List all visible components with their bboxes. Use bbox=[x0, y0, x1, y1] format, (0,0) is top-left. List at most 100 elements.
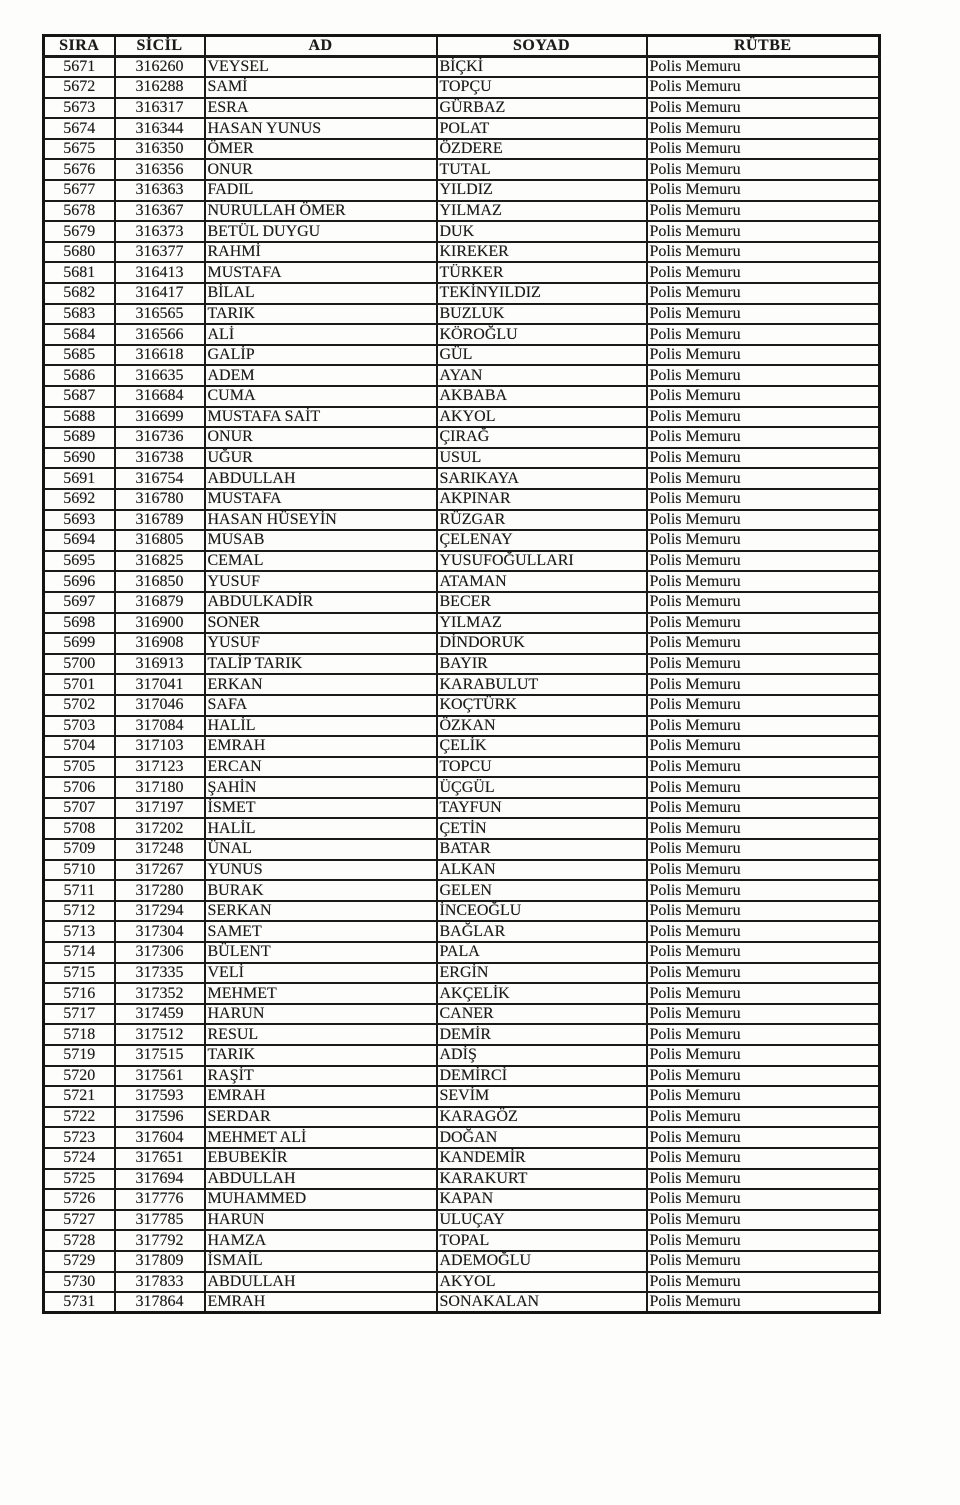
table-row: 5676 316356 ONUR TUTAL Polis Memuru bbox=[42, 158, 881, 182]
table-row: 5700 316913 TALİP TARIK BAYIR Polis Memuru bbox=[42, 652, 881, 676]
cell-sicil: 317306 bbox=[113, 941, 206, 964]
cell-rutbe: Polis Memuru bbox=[645, 611, 881, 635]
table-row: 5680 316377 RAHMİ KIREKER Polis Memuru bbox=[42, 240, 881, 264]
cell-soyad: ÇELENAY bbox=[435, 529, 648, 552]
cell-rutbe: Polis Memuru bbox=[645, 982, 881, 1005]
column-header-sira: SIRA bbox=[42, 34, 116, 58]
cell-rutbe: Polis Memuru bbox=[645, 1208, 881, 1232]
cell-sira: 5729 bbox=[42, 1249, 116, 1273]
cell-sicil: 316879 bbox=[113, 590, 206, 614]
cell-sicil: 316825 bbox=[113, 549, 206, 573]
cell-ad: GALİP bbox=[203, 343, 438, 367]
cell-sira: 5682 bbox=[42, 282, 116, 305]
cell-sicil: 316288 bbox=[113, 76, 206, 99]
table-row: 5689 316736 ONUR ÇIRAĞ Polis Memuru bbox=[42, 426, 881, 449]
cell-sira: 5730 bbox=[42, 1270, 116, 1294]
cell-rutbe: Polis Memuru bbox=[645, 508, 881, 532]
cell-soyad: POLAT bbox=[435, 117, 648, 140]
cell-rutbe: Polis Memuru bbox=[645, 1105, 881, 1129]
cell-rutbe: Polis Memuru bbox=[645, 199, 881, 223]
cell-ad: İSMET bbox=[203, 796, 438, 820]
table-row: 5677 316363 FADIL YILDIZ Polis Memuru bbox=[42, 179, 881, 202]
cell-sicil: 316684 bbox=[113, 385, 206, 408]
cell-sicil: 317776 bbox=[113, 1188, 206, 1211]
cell-soyad: TUTAL bbox=[435, 158, 648, 182]
cell-sicil: 317304 bbox=[113, 920, 206, 944]
cell-rutbe: Polis Memuru bbox=[645, 735, 881, 758]
table-row: 5671 316260 VEYSEL BİÇKİ Polis Memuru bbox=[42, 55, 881, 79]
cell-sira: 5724 bbox=[42, 1146, 116, 1170]
table-row: 5699 316908 YUSUF DİNDORUK Polis Memuru bbox=[42, 632, 881, 655]
cell-sicil: 316260 bbox=[113, 55, 206, 79]
cell-sira: 5691 bbox=[42, 467, 116, 490]
table-row: 5684 316566 ALİ KÖROĞLU Polis Memuru bbox=[42, 323, 881, 346]
column-header-ad: AD bbox=[203, 34, 438, 58]
table-row: 5702 317046 SAFA KOÇTÜRK Polis Memuru bbox=[42, 693, 881, 717]
cell-soyad: DUK bbox=[435, 220, 648, 243]
cell-sira: 5717 bbox=[42, 1002, 116, 1026]
cell-ad: MUSTAFA SAİT bbox=[203, 405, 438, 429]
table-row: 5730 317833 ABDULLAH AKYOL Polis Memuru bbox=[42, 1270, 881, 1294]
cell-ad: MUSAB bbox=[203, 529, 438, 552]
cell-sicil: 316566 bbox=[113, 323, 206, 346]
cell-ad: TALİP TARIK bbox=[203, 652, 438, 676]
cell-rutbe: Polis Memuru bbox=[645, 899, 881, 923]
cell-sira: 5680 bbox=[42, 240, 116, 264]
cell-rutbe: Polis Memuru bbox=[645, 426, 881, 449]
cell-sira: 5701 bbox=[42, 673, 116, 696]
cell-sira: 5703 bbox=[42, 714, 116, 738]
cell-sira: 5699 bbox=[42, 632, 116, 655]
cell-sira: 5707 bbox=[42, 796, 116, 820]
cell-soyad: AKPINAR bbox=[435, 487, 648, 511]
table-row: 5720 317561 RAŞİT DEMİRCİ Polis Memuru bbox=[42, 1064, 881, 1088]
cell-soyad: ÇIRAĞ bbox=[435, 426, 648, 449]
cell-ad: RAŞİT bbox=[203, 1064, 438, 1088]
table-row: 5686 316635 ADEM AYAN Polis Memuru bbox=[42, 364, 881, 387]
cell-ad: SONER bbox=[203, 611, 438, 635]
cell-soyad: USUL bbox=[435, 446, 648, 470]
table-header: SIRA SİCİL AD SOYAD RÜTBE bbox=[42, 34, 881, 58]
cell-sira: 5676 bbox=[42, 158, 116, 182]
cell-sira: 5705 bbox=[42, 755, 116, 779]
cell-sicil: 317041 bbox=[113, 673, 206, 696]
table-row: 5719 317515 TARIK ADİŞ Polis Memuru bbox=[42, 1044, 881, 1067]
cell-sicil: 317084 bbox=[113, 714, 206, 738]
cell-soyad: KANDEMİR bbox=[435, 1146, 648, 1170]
cell-sira: 5706 bbox=[42, 776, 116, 799]
table-row: 5701 317041 ERKAN KARABULUT Polis Memuru bbox=[42, 673, 881, 696]
cell-sira: 5673 bbox=[42, 96, 116, 120]
cell-sicil: 317459 bbox=[113, 1002, 206, 1026]
cell-soyad: YUSUFOĞULLARI bbox=[435, 549, 648, 573]
cell-soyad: YILMAZ bbox=[435, 611, 648, 635]
table-row: 5713 317304 SAMET BAĞLAR Polis Memuru bbox=[42, 920, 881, 944]
cell-sicil: 316738 bbox=[113, 446, 206, 470]
cell-ad: ABDULLAH bbox=[203, 1167, 438, 1191]
cell-sira: 5681 bbox=[42, 261, 116, 285]
table-row: 5674 316344 HASAN YUNUS POLAT Polis Memuru bbox=[42, 117, 881, 140]
cell-soyad: DİNDORUK bbox=[435, 632, 648, 655]
cell-soyad: GELEN bbox=[435, 879, 648, 902]
cell-ad: ÜNAL bbox=[203, 838, 438, 861]
cell-sicil: 316908 bbox=[113, 632, 206, 655]
cell-rutbe: Polis Memuru bbox=[645, 570, 881, 593]
cell-ad: ONUR bbox=[203, 426, 438, 449]
cell-ad: HARUN bbox=[203, 1208, 438, 1232]
cell-sira: 5710 bbox=[42, 858, 116, 882]
cell-sicil: 316789 bbox=[113, 508, 206, 532]
table-row: 5714 317306 BÜLENT PALA Polis Memuru bbox=[42, 941, 881, 964]
cell-ad: EMRAH bbox=[203, 1291, 438, 1314]
table-row: 5703 317084 HALİL ÖZKAN Polis Memuru bbox=[42, 714, 881, 738]
cell-rutbe: Polis Memuru bbox=[645, 1229, 881, 1252]
cell-sicil: 316413 bbox=[113, 261, 206, 285]
cell-sira: 5709 bbox=[42, 838, 116, 861]
cell-rutbe: Polis Memuru bbox=[645, 55, 881, 79]
cell-soyad: ÜÇGÜL bbox=[435, 776, 648, 799]
cell-rutbe: Polis Memuru bbox=[645, 879, 881, 902]
cell-sicil: 317103 bbox=[113, 735, 206, 758]
cell-soyad: ERGİN bbox=[435, 961, 648, 985]
cell-soyad: KOÇTÜRK bbox=[435, 693, 648, 717]
table-row: 5693 316789 HASAN HÜSEYİN RÜZGAR Polis Memur… bbox=[42, 508, 881, 532]
cell-ad: SAFA bbox=[203, 693, 438, 717]
column-header-sicil: SİCİL bbox=[113, 34, 206, 58]
cell-sicil: 317180 bbox=[113, 776, 206, 799]
